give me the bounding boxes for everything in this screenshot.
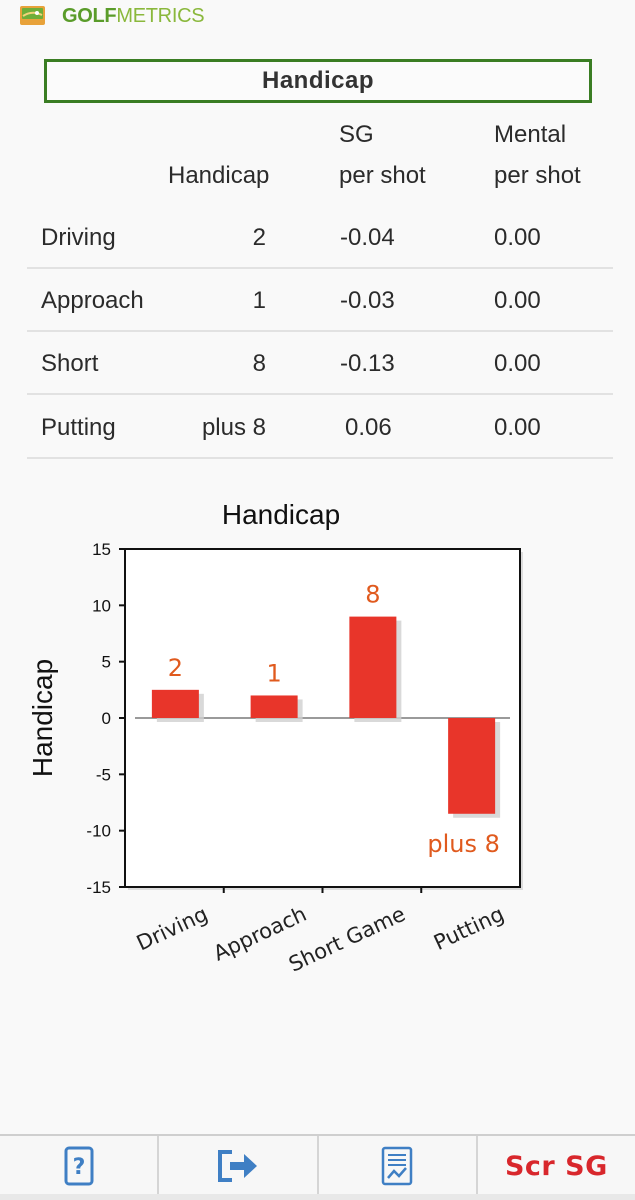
row-handicap: 2 — [252, 224, 266, 251]
header-sg-line2: per shot — [339, 162, 426, 189]
x-tick-label: Putting — [430, 902, 508, 955]
bar-data-label: 1 — [266, 659, 281, 687]
row-sg: -0.04 — [340, 224, 395, 251]
bar — [151, 689, 199, 718]
row-category: Approach — [41, 287, 144, 314]
row-mental: 0.00 — [494, 224, 541, 251]
row-sg: 0.06 — [345, 414, 392, 441]
app-logo: GOLFMETRICS — [62, 5, 205, 27]
row-handicap: 1 — [252, 287, 266, 314]
app-header: GOLFMETRICS — [0, 0, 635, 34]
report-chart-icon — [381, 1146, 413, 1186]
bar — [349, 616, 397, 718]
row-divider — [27, 393, 613, 395]
y-tick-label: 0 — [102, 709, 111, 728]
y-tick-label: -5 — [96, 765, 111, 784]
export-arrow-icon — [217, 1150, 257, 1182]
bottom-strip — [0, 1194, 635, 1200]
row-handicap: 8 — [252, 350, 266, 377]
y-tick-label: 10 — [92, 596, 111, 615]
row-category: Short — [41, 350, 99, 377]
y-tick-label: -15 — [86, 878, 111, 897]
handicap-chart: Handicap Handicap 15 10 5 0 -5 -10 -15 2 Driving… — [0, 490, 635, 1015]
chart-title: Handicap — [222, 499, 340, 530]
row-divider — [27, 330, 613, 332]
bottom-nav: ? Scr SG — [0, 1134, 635, 1196]
x-tick-label: Driving — [133, 902, 212, 956]
row-handicap: plus 8 — [201, 414, 266, 441]
row-divider — [27, 267, 613, 269]
row-mental: 0.00 — [494, 287, 541, 314]
help-button[interactable]: ? — [0, 1136, 160, 1196]
row-sg: -0.13 — [340, 350, 395, 377]
svg-text:?: ? — [72, 1155, 85, 1180]
row-mental: 0.00 — [494, 414, 541, 441]
help-tablet-icon: ? — [64, 1146, 94, 1186]
bar-data-label: 2 — [168, 654, 183, 682]
bar — [250, 695, 298, 718]
row-divider — [27, 457, 613, 459]
export-button[interactable] — [159, 1136, 319, 1196]
scr-sg-label: Scr SG — [504, 1150, 608, 1182]
row-sg: -0.03 — [340, 287, 395, 314]
row-category: Driving — [41, 224, 116, 251]
section-title: Handicap — [261, 67, 375, 94]
bar-data-label: plus 8 — [427, 830, 500, 858]
golf-logo-icon — [20, 6, 45, 25]
y-tick-label: 5 — [102, 653, 111, 672]
row-category: Putting — [41, 414, 116, 441]
scr-sg-button[interactable]: Scr SG — [478, 1136, 635, 1196]
header-sg-line1: SG — [339, 121, 374, 148]
y-tick-label: -10 — [86, 822, 111, 841]
header-mental-line2: per shot — [494, 162, 581, 189]
row-mental: 0.00 — [494, 350, 541, 377]
report-button[interactable] — [319, 1136, 478, 1196]
chart-y-label: Handicap — [27, 659, 58, 777]
header-handicap: Handicap — [168, 162, 270, 189]
bar — [448, 718, 496, 814]
handicap-chart-svg: Handicap Handicap 15 10 5 0 -5 -10 -15 2 Driving… — [27, 499, 523, 977]
section-title-box: Handicap — [44, 59, 592, 103]
bar-data-label: 8 — [365, 581, 380, 609]
y-tick-label: 15 — [92, 540, 111, 559]
header-mental-line1: Mental — [494, 121, 567, 148]
